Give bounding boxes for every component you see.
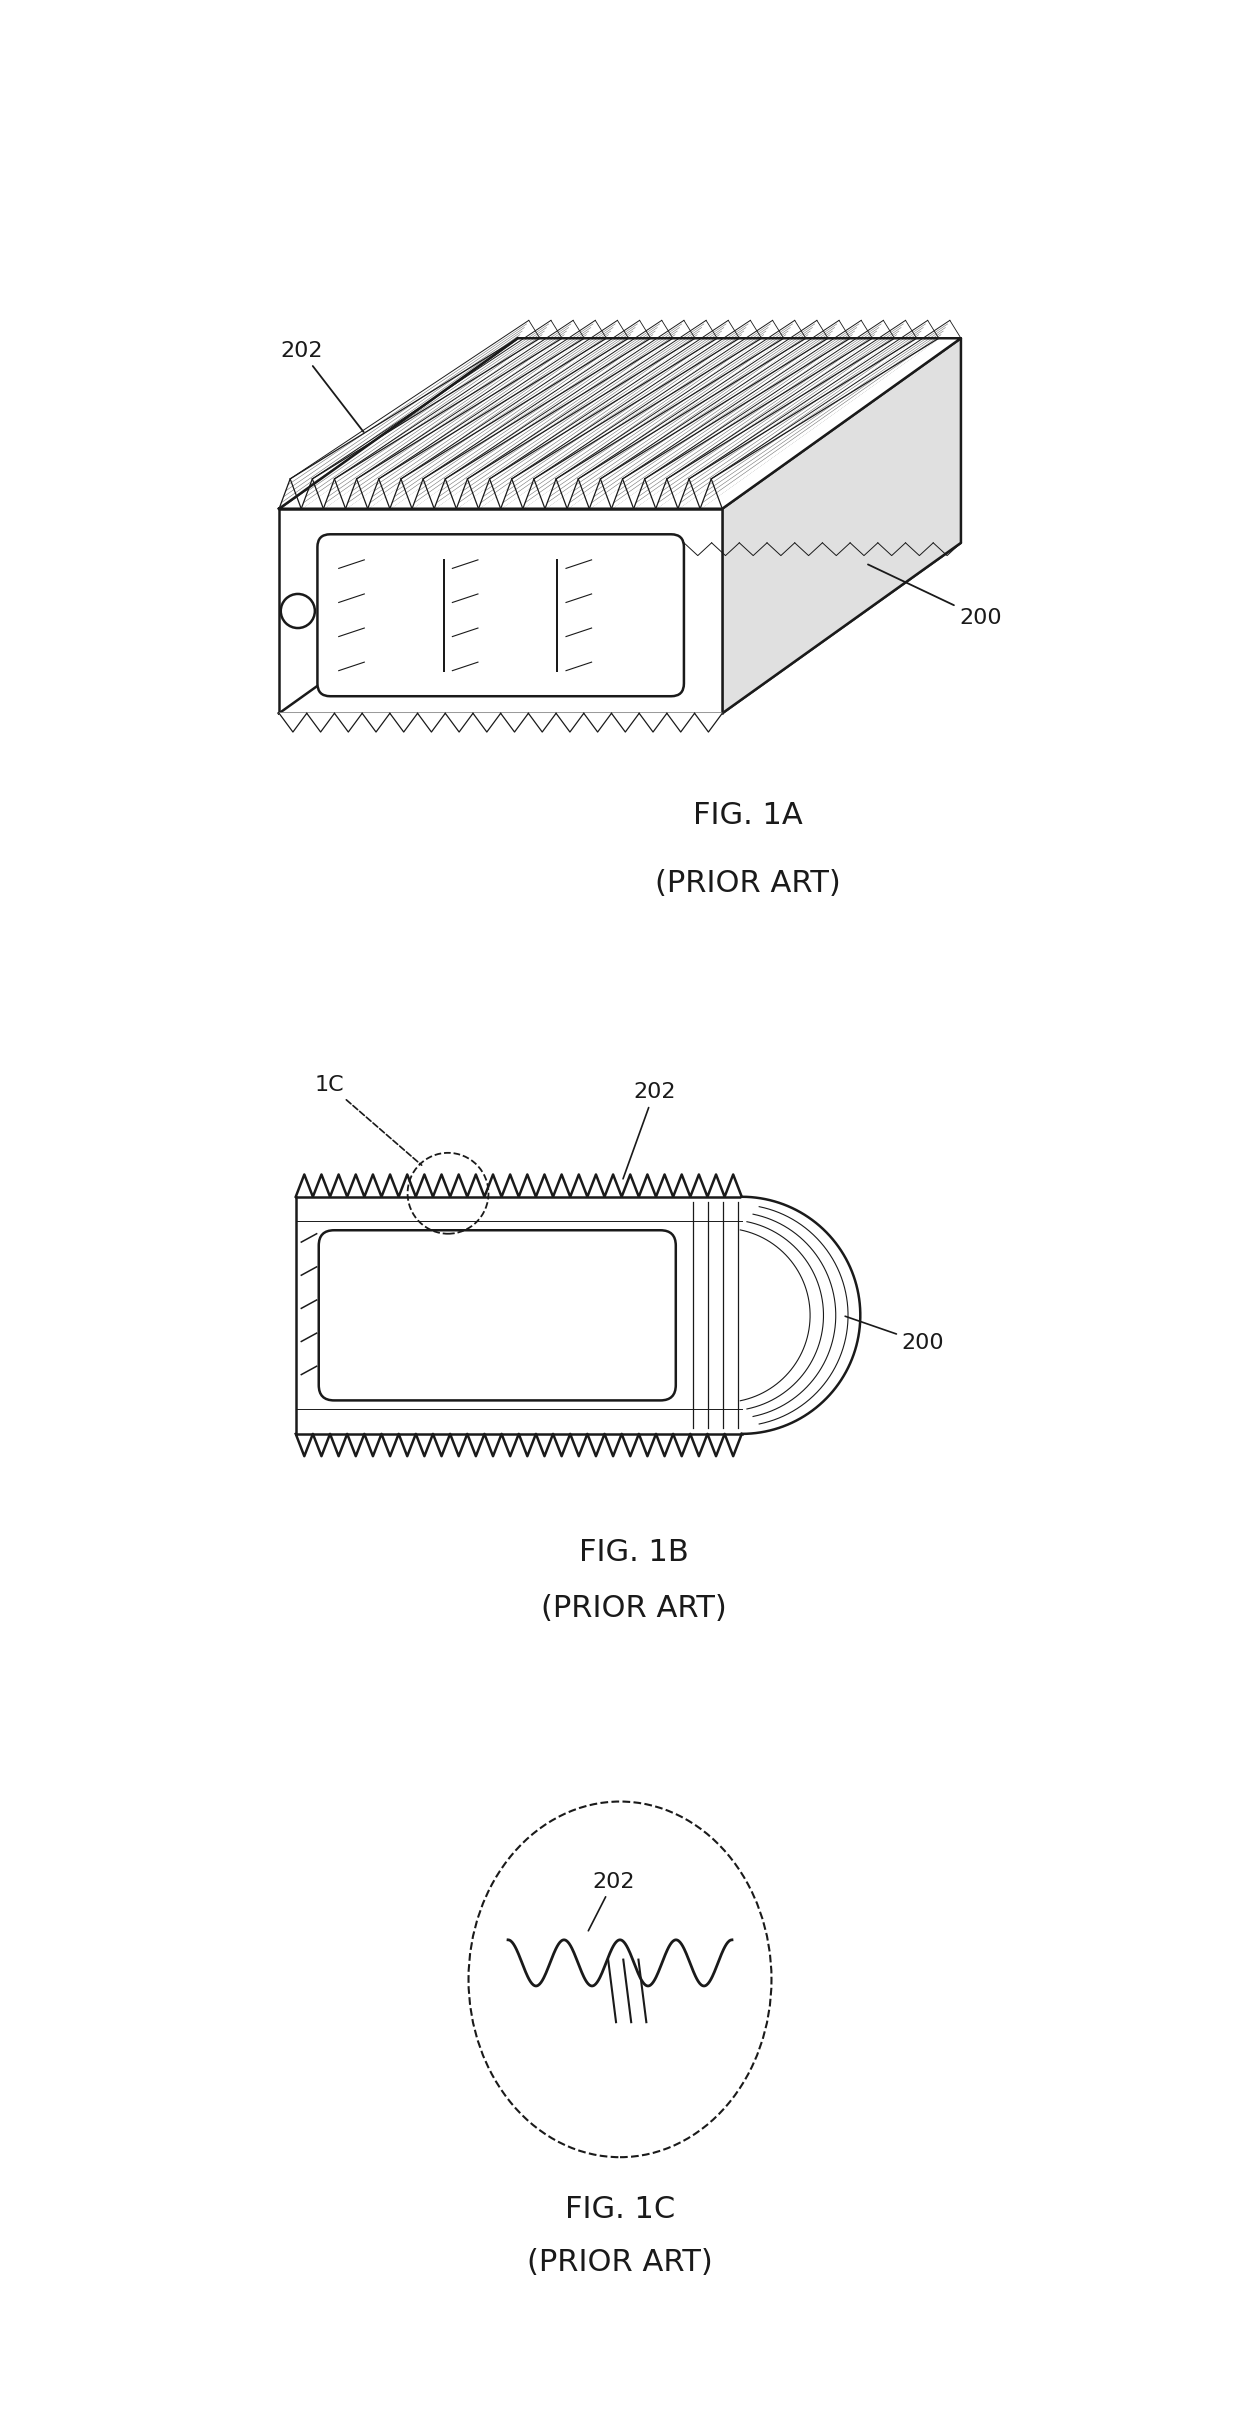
Text: FIG. 1A: FIG. 1A bbox=[693, 802, 802, 831]
Polygon shape bbox=[701, 339, 939, 509]
Polygon shape bbox=[611, 712, 639, 732]
Polygon shape bbox=[742, 1197, 861, 1434]
Polygon shape bbox=[279, 712, 306, 732]
Polygon shape bbox=[678, 339, 916, 509]
Polygon shape bbox=[295, 1197, 861, 1434]
Polygon shape bbox=[445, 712, 472, 732]
Text: 200: 200 bbox=[868, 565, 1002, 628]
Polygon shape bbox=[523, 339, 761, 509]
Text: FIG. 1C: FIG. 1C bbox=[565, 2195, 675, 2224]
Text: (PRIOR ART): (PRIOR ART) bbox=[655, 870, 841, 899]
Polygon shape bbox=[418, 712, 445, 732]
Text: 202: 202 bbox=[280, 342, 388, 463]
Polygon shape bbox=[456, 339, 694, 509]
Text: FIG. 1B: FIG. 1B bbox=[579, 1539, 689, 1568]
Polygon shape bbox=[279, 339, 518, 509]
Polygon shape bbox=[479, 339, 717, 509]
Polygon shape bbox=[722, 339, 961, 712]
Text: 1C: 1C bbox=[315, 1076, 422, 1165]
Polygon shape bbox=[694, 712, 722, 732]
Polygon shape bbox=[362, 712, 389, 732]
Polygon shape bbox=[279, 543, 961, 712]
Polygon shape bbox=[279, 509, 722, 712]
Polygon shape bbox=[667, 712, 694, 732]
Polygon shape bbox=[301, 339, 539, 509]
Polygon shape bbox=[346, 339, 584, 509]
FancyBboxPatch shape bbox=[319, 1231, 676, 1400]
Polygon shape bbox=[324, 339, 562, 509]
Polygon shape bbox=[501, 712, 528, 732]
Polygon shape bbox=[567, 339, 806, 509]
Text: (PRIOR ART): (PRIOR ART) bbox=[541, 1594, 727, 1623]
Polygon shape bbox=[412, 339, 651, 509]
Polygon shape bbox=[656, 339, 894, 509]
Polygon shape bbox=[389, 339, 629, 509]
Text: 202: 202 bbox=[622, 1083, 676, 1180]
Polygon shape bbox=[472, 712, 501, 732]
Polygon shape bbox=[279, 339, 961, 509]
Polygon shape bbox=[528, 712, 556, 732]
Text: 202: 202 bbox=[588, 1871, 635, 1931]
Text: (PRIOR ART): (PRIOR ART) bbox=[527, 2249, 713, 2278]
Polygon shape bbox=[306, 712, 335, 732]
Polygon shape bbox=[634, 339, 872, 509]
Polygon shape bbox=[501, 339, 739, 509]
Text: 200: 200 bbox=[846, 1316, 945, 1352]
Polygon shape bbox=[611, 339, 851, 509]
Polygon shape bbox=[589, 339, 828, 509]
Polygon shape bbox=[368, 339, 606, 509]
Polygon shape bbox=[546, 339, 784, 509]
Polygon shape bbox=[584, 712, 611, 732]
Polygon shape bbox=[335, 712, 362, 732]
Polygon shape bbox=[434, 339, 673, 509]
Polygon shape bbox=[556, 712, 584, 732]
Polygon shape bbox=[639, 712, 667, 732]
Polygon shape bbox=[389, 712, 418, 732]
FancyBboxPatch shape bbox=[317, 535, 684, 695]
